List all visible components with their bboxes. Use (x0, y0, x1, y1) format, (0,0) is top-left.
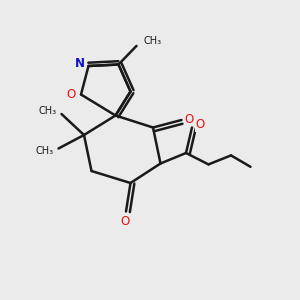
Text: O: O (67, 88, 76, 101)
Text: N: N (74, 57, 85, 70)
Text: O: O (185, 112, 194, 126)
Text: O: O (121, 215, 130, 228)
Text: CH₃: CH₃ (143, 35, 161, 46)
Text: O: O (196, 118, 205, 131)
Text: CH₃: CH₃ (35, 146, 53, 156)
Text: CH₃: CH₃ (39, 106, 57, 116)
